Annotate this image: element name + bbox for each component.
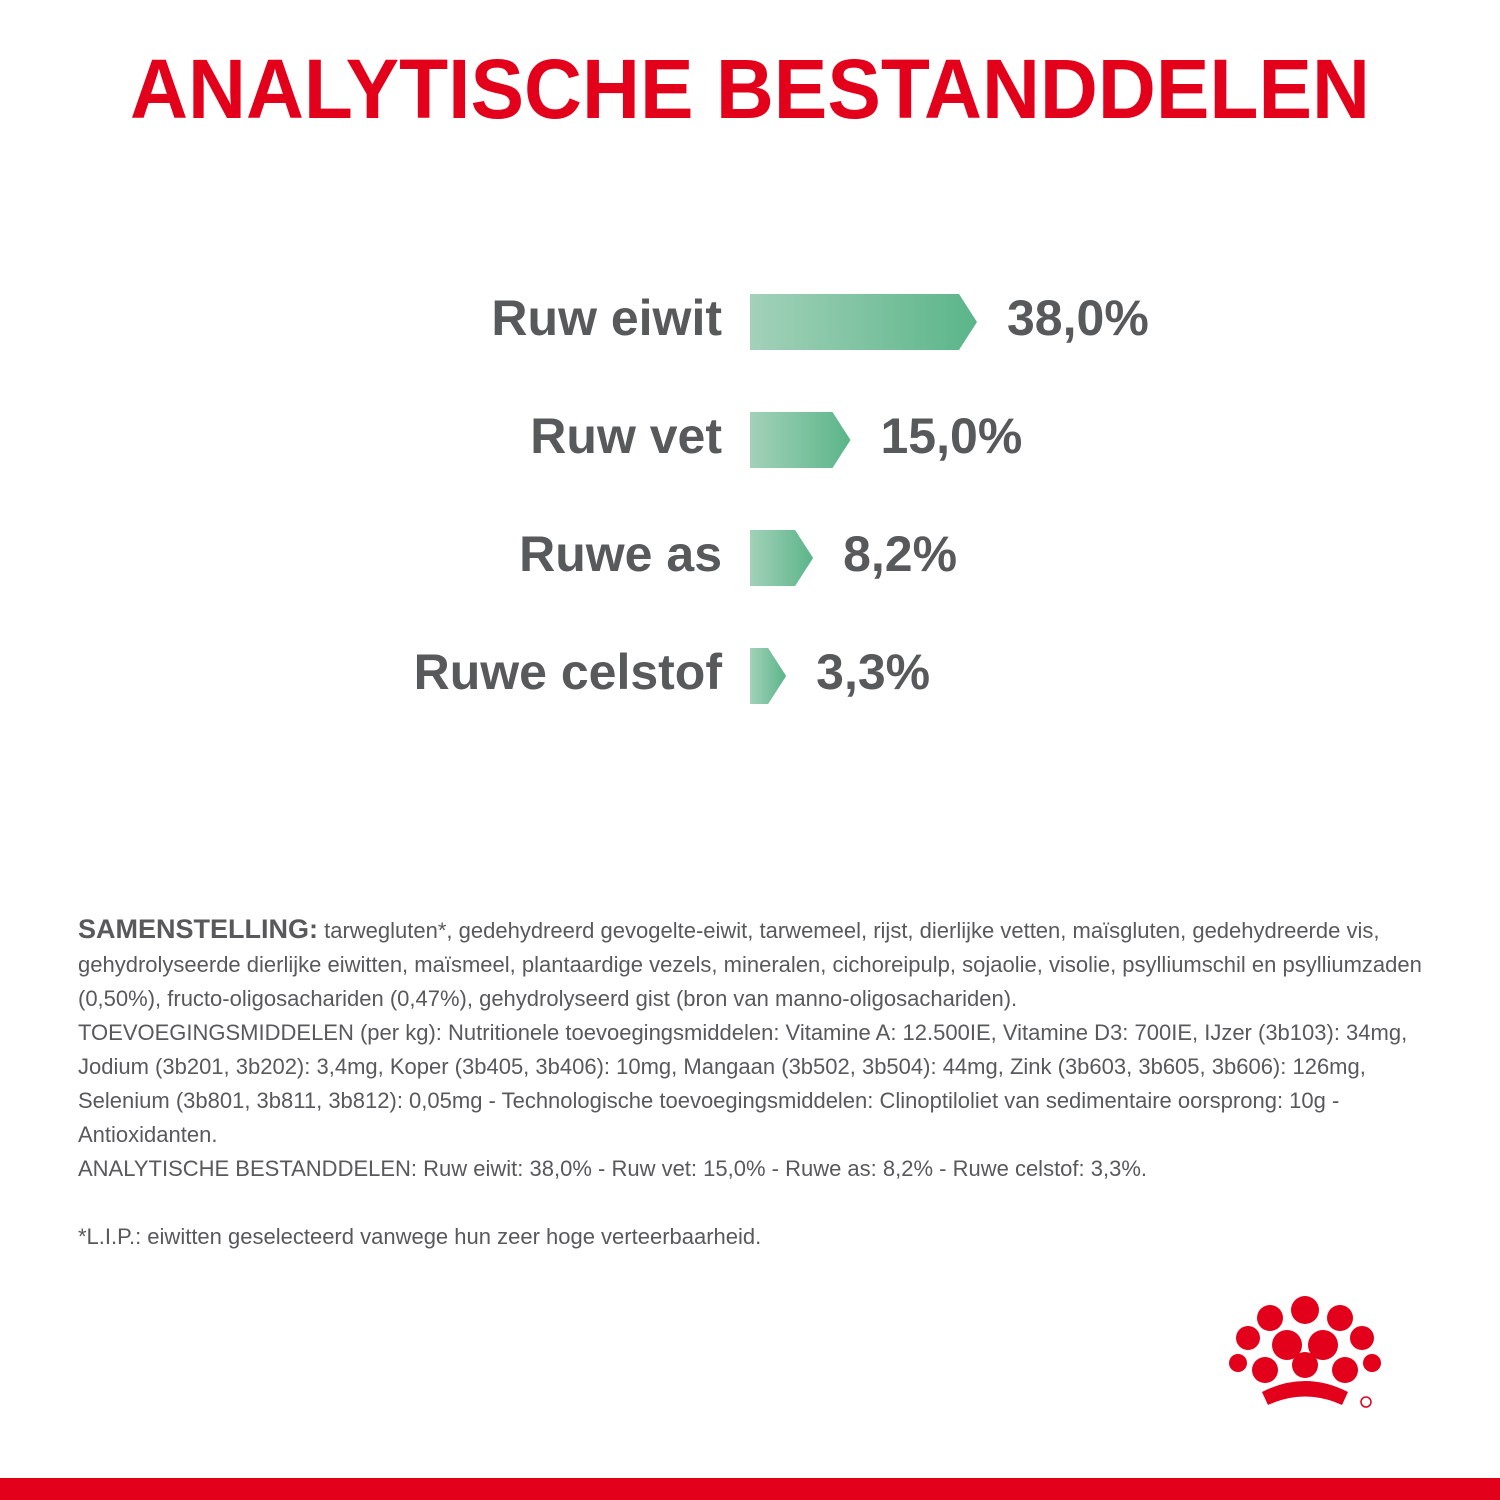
value-label: 3,3% (816, 644, 930, 700)
value-label: 15,0% (881, 408, 1023, 464)
chart-title: ANALYTISCHE BESTANDDELEN (130, 42, 1370, 136)
value-label: 8,2% (843, 526, 957, 582)
category-label: Ruw vet (530, 408, 722, 464)
composition-heading: SAMENSTELLING: (78, 914, 318, 944)
bar (750, 412, 851, 468)
bar (750, 648, 787, 704)
category-label: Ruwe as (519, 526, 722, 582)
footer-bar (0, 1478, 1500, 1500)
bar (750, 294, 977, 350)
ingredients: SAMENSTELLING: tarwegluten*, gedehydreer… (78, 912, 1448, 1254)
footnote: *L.I.P.: eiwitten geselecteerd vanwege h… (78, 1224, 762, 1249)
category-label: Ruwe celstof (414, 644, 723, 700)
value-label: 38,0% (1007, 290, 1149, 346)
analytical: ANALYTISCHE BESTANDDELEN: Ruw eiwit: 38,… (78, 1156, 1148, 1181)
composition-text: tarwegluten*, gedehydreerd gevogelte-eiw… (78, 918, 1422, 1011)
bar (750, 530, 814, 586)
category-label: Ruw eiwit (491, 290, 722, 346)
logo (1229, 1296, 1381, 1408)
additives: TOEVOEGINGSMIDDELEN (per kg): Nutritione… (78, 1020, 1408, 1147)
